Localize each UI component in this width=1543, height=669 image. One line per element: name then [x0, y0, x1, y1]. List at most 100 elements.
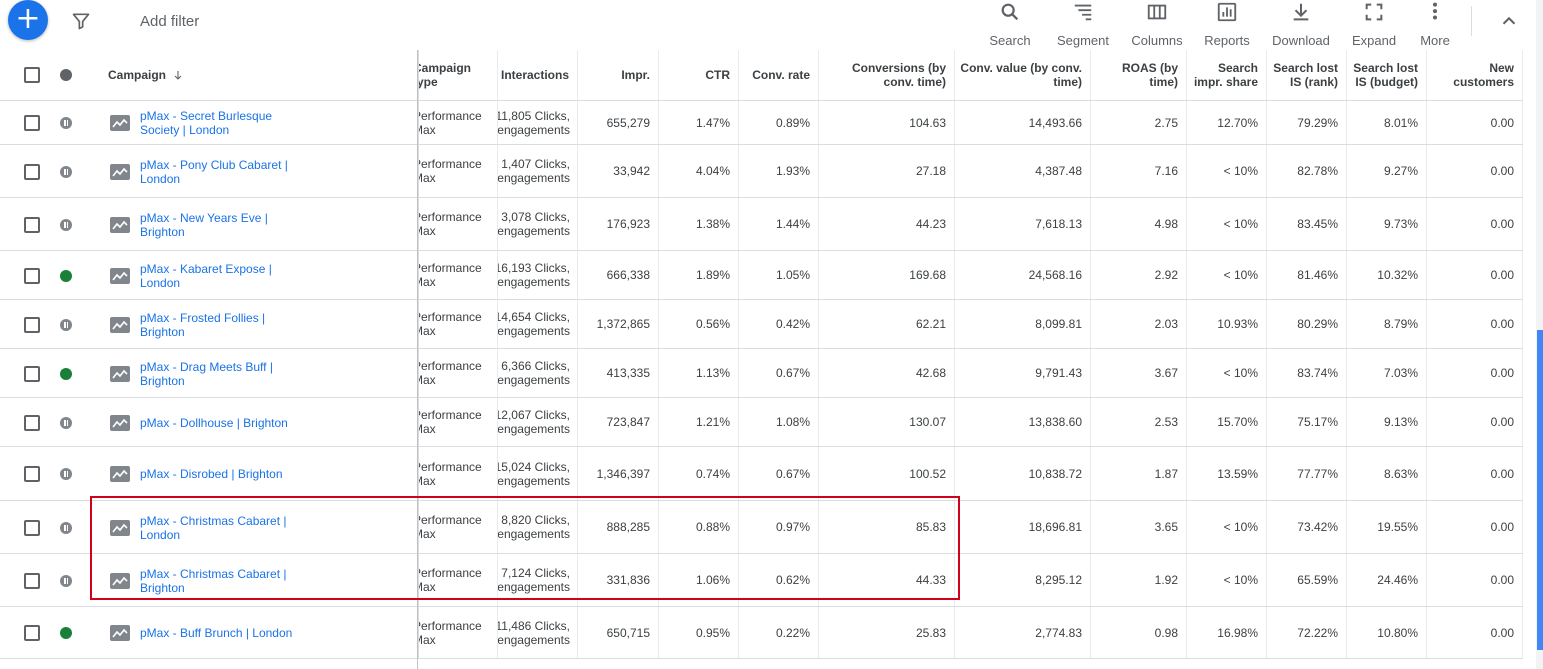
campaign-name-link[interactable]: pMax - Secret Burlesque Society | London — [140, 101, 310, 145]
cell-conv-value: 18,696.81 — [955, 501, 1091, 553]
download-button[interactable]: Download — [1270, 0, 1332, 48]
header-roas[interactable]: ROAS (by time) — [1091, 50, 1187, 100]
performance-max-icon — [110, 268, 130, 284]
header-ctr[interactable]: CTR — [659, 50, 739, 100]
campaign-name-link[interactable]: pMax - Pony Club Cabaret | London — [140, 145, 310, 198]
header-conversions[interactable]: Conversions (by conv. time) — [819, 50, 955, 100]
campaign-name-link[interactable]: pMax - Disrobed | Brighton — [140, 447, 310, 501]
table-row: pMax - Frosted Follies | Brighton Perform… — [0, 300, 1523, 349]
select-all-checkbox[interactable] — [24, 67, 40, 83]
row-checkbox[interactable] — [24, 625, 40, 641]
reports-label: Reports — [1204, 33, 1250, 48]
cell-lost-rank: 81.46% — [1267, 251, 1347, 299]
status-paused-icon[interactable] — [60, 417, 72, 429]
campaign-name: pMax - Pony Club Cabaret | London — [140, 157, 288, 186]
cell-conv-value: 8,099.81 — [955, 300, 1091, 348]
campaign-name-link[interactable]: pMax - Dollhouse | Brighton — [140, 398, 310, 447]
filter-icon[interactable] — [71, 11, 91, 31]
status-active-icon[interactable] — [60, 368, 72, 380]
header-interactions[interactable]: Interactions — [498, 50, 578, 100]
cell-conversions: 44.33 — [819, 554, 955, 606]
header-lost-rank[interactable]: Search lost IS (rank) — [1267, 50, 1347, 100]
row-checkbox[interactable] — [24, 217, 40, 233]
campaign-name-link[interactable]: pMax - New Years Eve | Brighton — [140, 198, 310, 251]
create-button[interactable]: + — [8, 0, 48, 40]
table-header: Campaign Campaign type Interactions Impr… — [0, 50, 1523, 101]
status-active-icon[interactable] — [60, 627, 72, 639]
cell-conv-rate: 1.44% — [739, 198, 819, 250]
campaign-name-link[interactable]: pMax - Christmas Cabaret | London — [140, 501, 310, 554]
campaign-name: pMax - Dollhouse | Brighton — [140, 415, 288, 430]
segment-button[interactable]: Segment — [1054, 0, 1112, 48]
table-row: pMax - Secret Burlesque Society | London… — [0, 101, 1523, 145]
cell-impr: 176,923 — [578, 198, 659, 250]
row-checkbox[interactable] — [24, 366, 40, 382]
cell-search-impr-share: < 10% — [1187, 554, 1267, 606]
row-checkbox[interactable] — [24, 115, 40, 131]
cell-roas: 3.67 — [1091, 349, 1187, 397]
cell-impr: 331,836 — [578, 554, 659, 606]
campaign-name: pMax - Drag Meets Buff | Brighton — [140, 359, 273, 388]
header-search-impr-share[interactable]: Search impr. share — [1187, 50, 1267, 100]
cell-roas: 0.98 — [1091, 607, 1187, 658]
status-active-icon[interactable] — [60, 270, 72, 282]
header-conv-rate[interactable]: Conv. rate — [739, 50, 819, 100]
table-row: pMax - Buff Brunch | London Performance M… — [0, 607, 1523, 659]
status-paused-icon[interactable] — [60, 522, 72, 534]
status-paused-icon[interactable] — [60, 468, 72, 480]
row-checkbox[interactable] — [24, 466, 40, 482]
expand-button[interactable]: Expand — [1349, 0, 1399, 48]
header-conv-value[interactable]: Conv. value (by conv. time) — [955, 50, 1091, 100]
cell-lost-rank: 80.29% — [1267, 300, 1347, 348]
campaign-type-text: Performance Max — [418, 359, 482, 387]
header-campaign[interactable]: Campaign — [104, 50, 418, 100]
more-button[interactable]: More — [1414, 0, 1456, 48]
row-checkbox[interactable] — [24, 573, 40, 589]
cell-search-impr-share: < 10% — [1187, 145, 1267, 197]
row-checkbox[interactable] — [24, 415, 40, 431]
status-header-icon[interactable] — [60, 69, 72, 81]
cell-campaign-type: Performance Max — [418, 251, 498, 299]
performance-max-icon — [110, 573, 130, 589]
cell-campaign-type: Performance Max — [418, 300, 498, 348]
search-button[interactable]: Search — [985, 0, 1035, 48]
status-paused-icon[interactable] — [60, 117, 72, 129]
performance-max-icon — [110, 164, 130, 180]
status-paused-icon[interactable] — [60, 319, 72, 331]
scrollbar-thumb[interactable] — [1537, 330, 1543, 650]
interactions-text: 6,366 Clicks, engagements — [498, 359, 570, 387]
header-new-customers[interactable]: New customers — [1427, 50, 1523, 100]
row-checkbox[interactable] — [24, 164, 40, 180]
campaign-name-link[interactable]: pMax - Frosted Follies | Brighton — [140, 300, 310, 349]
status-paused-icon[interactable] — [60, 166, 72, 178]
campaign-name-link[interactable]: pMax - Drag Meets Buff | Brighton — [140, 349, 310, 398]
cell-roas: 2.53 — [1091, 398, 1187, 446]
campaign-name-link[interactable]: pMax - Kabaret Expose | London — [140, 251, 310, 300]
cell-search-impr-share: 15.70% — [1187, 398, 1267, 446]
reports-button[interactable]: Reports — [1202, 0, 1252, 48]
cell-conversions: 85.83 — [819, 501, 955, 553]
row-checkbox[interactable] — [24, 520, 40, 536]
cell-interactions: 7,124 Clicks, engagements — [498, 554, 578, 606]
interactions-text: 8,820 Clicks, engagements — [498, 513, 570, 541]
arrow-down-icon — [174, 71, 182, 80]
campaign-type-text: Performance Max — [418, 513, 482, 541]
header-campaign-type[interactable]: Campaign type — [418, 50, 498, 100]
status-paused-icon[interactable] — [60, 575, 72, 587]
status-paused-icon[interactable] — [60, 219, 72, 231]
row-checkbox[interactable] — [24, 317, 40, 333]
columns-button[interactable]: Columns — [1128, 0, 1186, 48]
add-filter-button[interactable]: Add filter — [140, 13, 200, 30]
chevron-up-icon[interactable] — [1498, 10, 1520, 32]
header-lost-budget[interactable]: Search lost IS (budget) — [1347, 50, 1427, 100]
campaign-type-text: Performance Max — [418, 261, 482, 289]
cell-new-customers: 0.00 — [1427, 554, 1523, 606]
campaign-name-link[interactable]: pMax - Buff Brunch | London — [140, 607, 310, 659]
interactions-text: 12,067 Clicks, engagements — [498, 408, 570, 436]
campaign-type-text: Performance Max — [418, 618, 482, 647]
header-impr[interactable]: Impr. — [578, 50, 659, 100]
row-checkbox[interactable] — [24, 268, 40, 284]
campaign-name-link[interactable]: pMax - Christmas Cabaret | Brighton — [140, 554, 310, 607]
cell-impr: 723,847 — [578, 398, 659, 446]
cell-impr: 650,715 — [578, 607, 659, 658]
